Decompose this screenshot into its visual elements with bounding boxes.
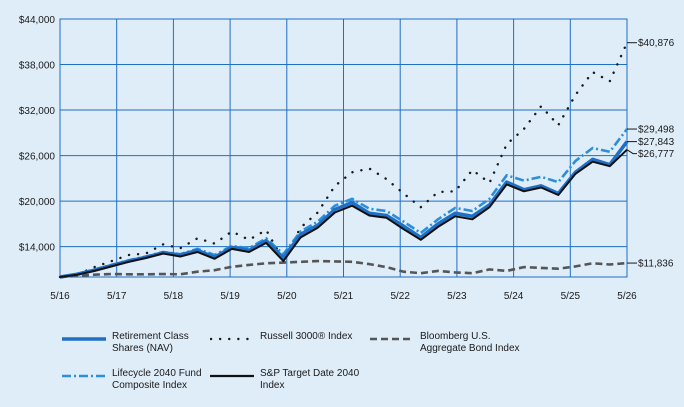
series-line-1 [58,41,629,279]
end-label: $27,843 [638,137,675,148]
y-tick-label: $38,000 [19,61,56,72]
x-tick-label: 5/20 [277,291,297,302]
y-tick-label: $20,000 [19,197,56,208]
end-label-leader [626,149,637,155]
y-tick-label: $26,000 [19,152,56,163]
x-tick-label: 5/25 [561,291,581,302]
end-label: $40,876 [638,38,675,49]
x-tick-label: 5/26 [617,291,637,302]
x-tick-label: 5/19 [220,291,240,302]
x-tick-label: 5/22 [390,291,410,302]
end-label: $26,777 [638,149,675,160]
x-tick-label: 5/18 [164,291,184,302]
x-tick-label: 5/16 [50,291,70,302]
series-line-2 [59,259,628,279]
y-tick-label: $32,000 [19,106,56,117]
x-tick-label: 5/23 [447,291,467,302]
x-tick-label: 5/24 [504,291,524,302]
x-tick-label: 5/17 [107,291,127,302]
y-tick-label: $44,000 [19,15,56,26]
y-tick-label: $14,000 [19,243,56,254]
series-line-4 [59,148,628,278]
plot-frame [59,18,628,278]
x-tick-label: 5/21 [334,291,354,302]
end-label: $29,498 [638,125,675,136]
end-label: $11,836 [638,259,674,270]
